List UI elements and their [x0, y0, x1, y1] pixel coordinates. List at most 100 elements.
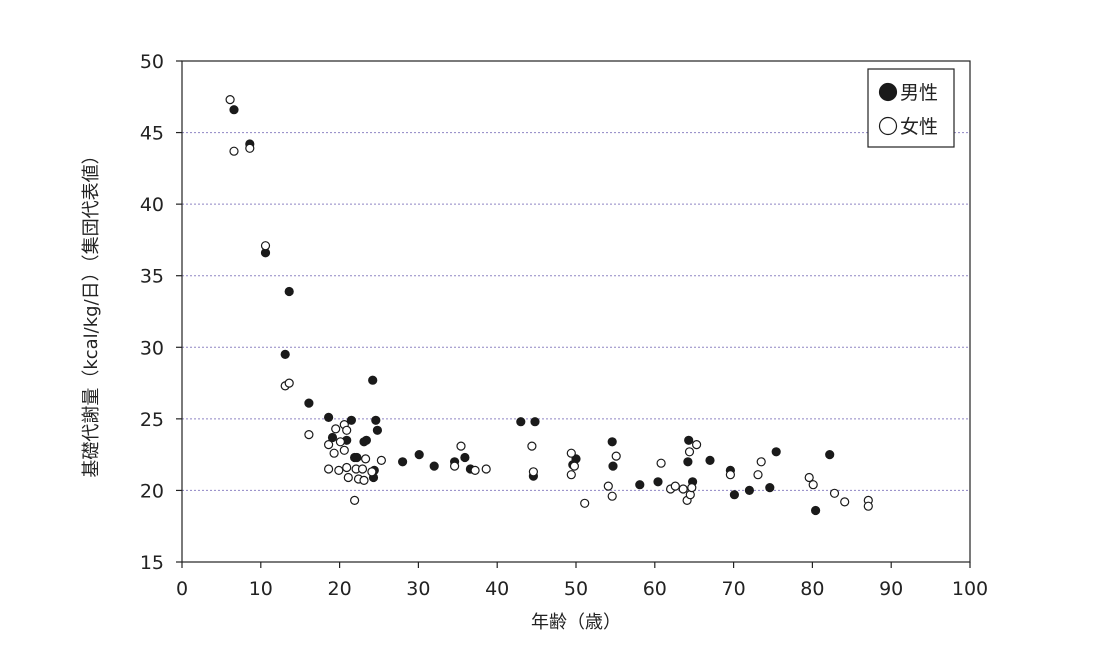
data-point-female — [603, 481, 613, 491]
data-point-female — [339, 445, 349, 455]
data-point-male — [414, 450, 424, 460]
y-tick-label: 40 — [140, 194, 164, 216]
data-point-male — [460, 452, 470, 463]
data-point-female — [656, 458, 666, 468]
data-point-female — [225, 94, 235, 105]
x-tick-label: 50 — [564, 578, 588, 600]
data-points — [225, 94, 873, 516]
x-tick-label: 10 — [249, 578, 273, 600]
y-tick-label: 45 — [140, 123, 164, 145]
data-point-male — [684, 435, 694, 445]
data-point-female — [566, 470, 576, 480]
plot-area-frame — [181, 60, 971, 563]
data-point-male — [280, 349, 290, 359]
legend-female-label: 女性 — [900, 116, 938, 138]
data-point-female — [260, 241, 271, 251]
data-point-female — [829, 488, 840, 498]
data-point-male — [607, 437, 617, 447]
data-point-female — [343, 472, 353, 483]
data-point-female — [611, 451, 621, 461]
data-point-female — [357, 464, 368, 474]
data-point-female — [329, 448, 339, 458]
x-axis-ticks: 0 10 20 30 40 50 60 70 80 90 100 — [176, 562, 988, 600]
data-point-female — [361, 454, 371, 464]
x-tick-label: 30 — [406, 578, 430, 600]
data-point-male — [653, 477, 663, 487]
data-point-male — [368, 375, 378, 385]
data-point-male — [729, 490, 740, 500]
legend-box — [867, 68, 955, 148]
data-point-female — [580, 498, 590, 508]
data-point-female — [331, 424, 341, 434]
data-point-male — [346, 415, 356, 425]
legend-male-marker-icon — [878, 82, 898, 102]
data-point-female — [687, 483, 697, 493]
data-point-male — [429, 461, 439, 471]
y-tick-label: 25 — [140, 409, 164, 431]
legend-male-label: 男性 — [900, 82, 938, 104]
data-point-female — [840, 497, 850, 507]
data-point-female — [691, 440, 702, 450]
data-point-male — [608, 461, 618, 471]
y-tick-label: 30 — [140, 337, 164, 359]
data-point-female — [284, 378, 294, 388]
data-point-female — [334, 465, 344, 475]
data-point-female — [566, 448, 576, 458]
data-point-female — [670, 481, 680, 491]
data-point-female — [324, 464, 334, 474]
legend: 男性 女性 — [867, 68, 955, 148]
data-point-female — [527, 441, 537, 451]
data-point-male — [765, 483, 775, 493]
legend-female-marker-icon — [878, 116, 898, 136]
data-point-male — [372, 425, 382, 435]
data-point-male — [304, 398, 314, 408]
x-tick-label: 70 — [722, 578, 746, 600]
data-point-female — [808, 480, 818, 490]
y-axis-ticks: 15 20 25 30 35 40 45 50 — [140, 51, 182, 574]
data-point-male — [825, 450, 835, 460]
x-axis-title: 年齢（歳） — [531, 612, 621, 633]
data-point-male — [683, 457, 693, 467]
x-tick-label: 0 — [176, 578, 188, 600]
data-point-male — [635, 480, 645, 490]
y-axis-title: 基礎代謝量（kcal/kg/日）（集団代表値） — [81, 146, 102, 477]
data-point-male — [371, 415, 381, 425]
data-point-male — [324, 412, 334, 422]
y-tick-label: 20 — [140, 480, 164, 502]
data-point-female — [725, 470, 736, 480]
data-point-male — [705, 455, 715, 465]
data-point-male — [810, 505, 821, 516]
data-point-female — [376, 455, 386, 465]
x-tick-label: 90 — [879, 578, 903, 600]
data-point-female — [367, 467, 377, 477]
x-tick-label: 100 — [952, 578, 988, 600]
data-point-male — [327, 432, 338, 443]
data-point-female — [753, 470, 763, 480]
data-point-male — [771, 447, 781, 457]
data-point-male — [744, 485, 755, 495]
data-point-female — [756, 457, 766, 467]
data-point-female — [804, 472, 814, 483]
x-tick-label: 80 — [800, 578, 824, 600]
data-point-female — [607, 491, 617, 501]
gridlines — [182, 132, 970, 491]
data-point-male — [352, 452, 362, 463]
data-point-female — [569, 461, 580, 471]
data-point-male — [398, 457, 408, 467]
data-point-female — [359, 475, 369, 485]
data-point-female — [342, 425, 352, 435]
data-point-female — [678, 484, 688, 494]
data-point-female — [456, 441, 466, 451]
data-point-female — [342, 462, 352, 473]
data-point-female — [528, 467, 539, 477]
data-point-female — [245, 143, 255, 153]
x-tick-label: 20 — [328, 578, 352, 600]
x-tick-label: 60 — [643, 578, 667, 600]
y-tick-label: 35 — [140, 266, 164, 288]
data-point-female — [229, 146, 239, 156]
data-point-female — [304, 430, 314, 440]
data-point-male — [530, 417, 540, 427]
data-point-female — [335, 437, 345, 447]
data-point-male — [284, 286, 294, 297]
